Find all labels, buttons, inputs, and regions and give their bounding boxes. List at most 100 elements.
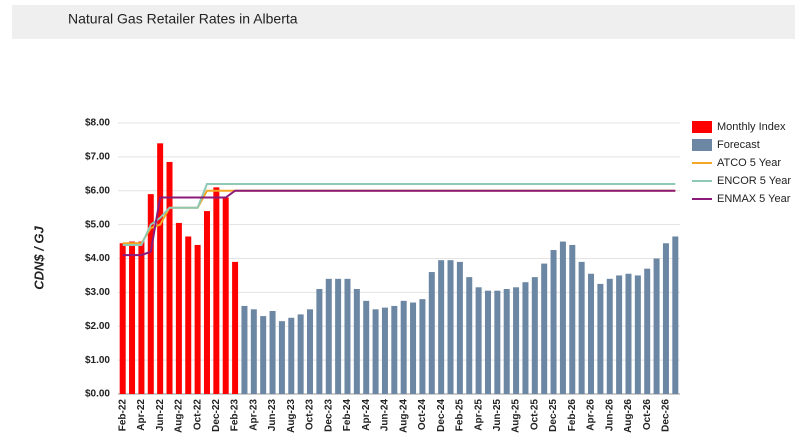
bar [241,305,248,394]
bar [494,290,501,394]
legend-label: Forecast [717,139,760,151]
x-tick-label: Apr-23 [248,399,259,431]
x-tick-label: Dec-25 [548,399,559,432]
bar [513,287,520,394]
bar [307,309,314,394]
x-tick-label: Dec-22 [211,399,222,432]
title-bar [12,5,795,39]
bar [316,288,323,394]
bar [578,261,585,394]
bar [597,283,604,394]
bar [194,244,201,394]
bar [550,250,557,394]
bar [185,236,192,394]
bar [588,273,595,394]
y-tick-label: $4.00 [85,253,110,264]
bar [213,187,220,394]
bar [634,275,641,394]
bar [438,260,445,394]
bar [325,278,332,394]
bar [232,261,239,394]
chart-title: Natural Gas Retailer Rates in Alberta [68,11,298,27]
bar [250,309,257,394]
bar [222,197,229,394]
bar [166,161,173,394]
x-tick-label: Apr-25 [473,399,484,431]
legend-label: ENMAX 5 Year [717,193,791,205]
x-tick-label: Jun-25 [492,399,503,432]
bar [447,260,454,394]
bar [175,222,182,394]
bar [625,273,632,394]
y-tick-label: $8.00 [85,118,110,129]
bar [606,278,613,394]
x-tick-label: Aug-26 [623,399,634,433]
bar [475,287,482,394]
x-tick-label: Jun-26 [604,399,615,432]
x-tick-label: Jun-23 [267,399,278,432]
x-tick-label: Apr-26 [586,399,597,431]
bar [616,275,623,394]
bar [381,307,388,394]
bar [653,258,660,394]
x-tick-label: Oct-24 [417,399,428,431]
legend-label: Monthly Index [717,121,786,133]
x-tick-label: Dec-26 [661,399,672,432]
x-tick-label: Aug-25 [511,399,522,433]
bar [269,311,276,394]
y-tick-label: $6.00 [85,185,110,196]
bar [559,241,566,394]
x-tick-label: Feb-25 [455,399,466,432]
x-tick-label: Feb-22 [117,399,128,432]
bar [456,261,463,394]
x-tick-label: Aug-23 [286,399,297,433]
x-tick-label: Dec-24 [436,399,447,432]
legend-label: ATCO 5 Year [717,157,781,169]
x-tick-label: Feb-23 [230,399,241,432]
legend-swatch [692,121,712,133]
bar [129,241,136,394]
bar [410,302,417,394]
x-tick-label: Oct-25 [529,399,540,431]
bar [278,321,285,394]
x-tick-label: Oct-26 [642,399,653,431]
bar [672,236,679,394]
bar [662,243,669,394]
y-tick-label: $5.00 [85,219,110,230]
y-tick-label: $1.00 [85,355,110,366]
x-tick-label: Jun-22 [155,399,166,432]
x-tick-label: Aug-24 [398,399,409,433]
bar [391,305,398,394]
y-tick-label: $0.00 [85,389,110,400]
bar [522,282,529,394]
bar [203,211,210,394]
bar [297,314,304,394]
bar [138,241,145,394]
bar [363,300,370,394]
x-tick-label: Aug-22 [174,399,185,433]
bar [644,268,651,394]
bar [484,290,491,394]
bar [157,143,164,394]
x-tick-label: Oct-23 [305,399,316,431]
x-tick-label: Dec-23 [323,399,334,432]
x-tick-label: Oct-22 [192,399,203,431]
bar [335,278,342,394]
bar [503,288,510,394]
bar [531,277,538,394]
bar [353,288,360,394]
legend-label: ENCOR 5 Year [717,175,791,187]
y-tick-label: $7.00 [85,152,110,163]
bar [541,263,548,394]
x-tick-label: Apr-22 [136,399,147,431]
x-tick-label: Jun-24 [380,399,391,432]
bar [466,277,473,394]
x-tick-label: Feb-24 [342,399,353,432]
y-tick-label: $2.00 [85,321,110,332]
legend-swatch [692,139,712,151]
bar [372,309,379,394]
line [122,182,676,246]
bar [569,244,576,394]
bar [344,278,351,394]
